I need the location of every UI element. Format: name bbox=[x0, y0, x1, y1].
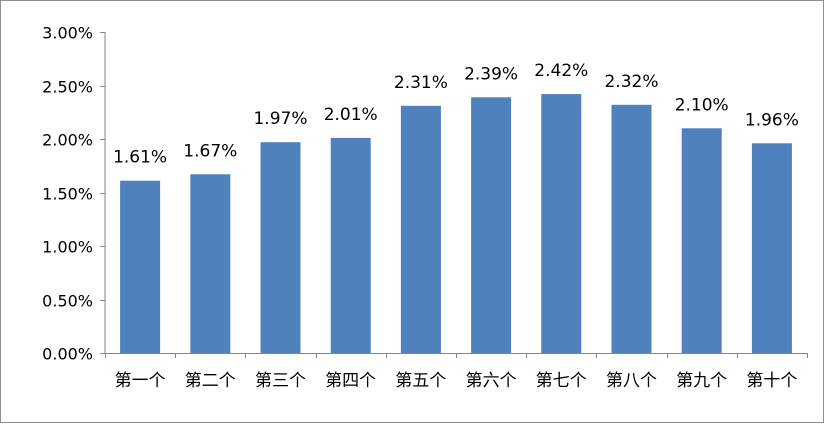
data-label: 1.67% bbox=[183, 141, 237, 161]
x-tick-label: 第六个 bbox=[466, 371, 517, 391]
bar bbox=[681, 128, 722, 353]
data-label: 2.31% bbox=[394, 73, 448, 93]
x-tick-label: 第八个 bbox=[606, 371, 657, 391]
y-tick-label: 1.00% bbox=[42, 238, 93, 257]
y-tick-label: 1.50% bbox=[42, 185, 93, 204]
bar bbox=[751, 143, 792, 353]
bar bbox=[190, 174, 231, 353]
bar bbox=[400, 105, 441, 353]
x-tick-label: 第十个 bbox=[746, 371, 797, 391]
y-tick-label: 2.50% bbox=[42, 78, 93, 97]
y-tick-label: 0.00% bbox=[42, 345, 93, 364]
data-label: 2.01% bbox=[324, 105, 378, 125]
x-tick-label: 第二个 bbox=[185, 371, 236, 391]
x-tick-label: 第七个 bbox=[536, 371, 587, 391]
y-tick-label: 2.00% bbox=[42, 131, 93, 150]
data-label: 2.10% bbox=[675, 95, 729, 115]
y-tick-label: 0.50% bbox=[42, 292, 93, 311]
x-tick-label: 第九个 bbox=[676, 371, 727, 391]
x-tick-label: 第一个 bbox=[115, 371, 166, 391]
bar bbox=[120, 180, 161, 353]
data-label: 1.61% bbox=[113, 148, 167, 168]
x-tick-label: 第五个 bbox=[395, 371, 446, 391]
data-label: 2.42% bbox=[534, 61, 588, 81]
bar bbox=[541, 94, 582, 353]
data-label: 1.97% bbox=[253, 109, 307, 129]
bar bbox=[330, 137, 371, 353]
bar bbox=[471, 97, 512, 353]
bar bbox=[611, 104, 652, 353]
x-tick-label: 第四个 bbox=[325, 371, 376, 391]
data-label: 2.32% bbox=[604, 72, 658, 92]
y-tick-label: 3.00% bbox=[42, 24, 93, 43]
x-tick-label: 第三个 bbox=[255, 371, 306, 391]
data-label: 1.96% bbox=[745, 110, 799, 130]
bar bbox=[260, 142, 301, 353]
data-label: 2.39% bbox=[464, 64, 518, 84]
